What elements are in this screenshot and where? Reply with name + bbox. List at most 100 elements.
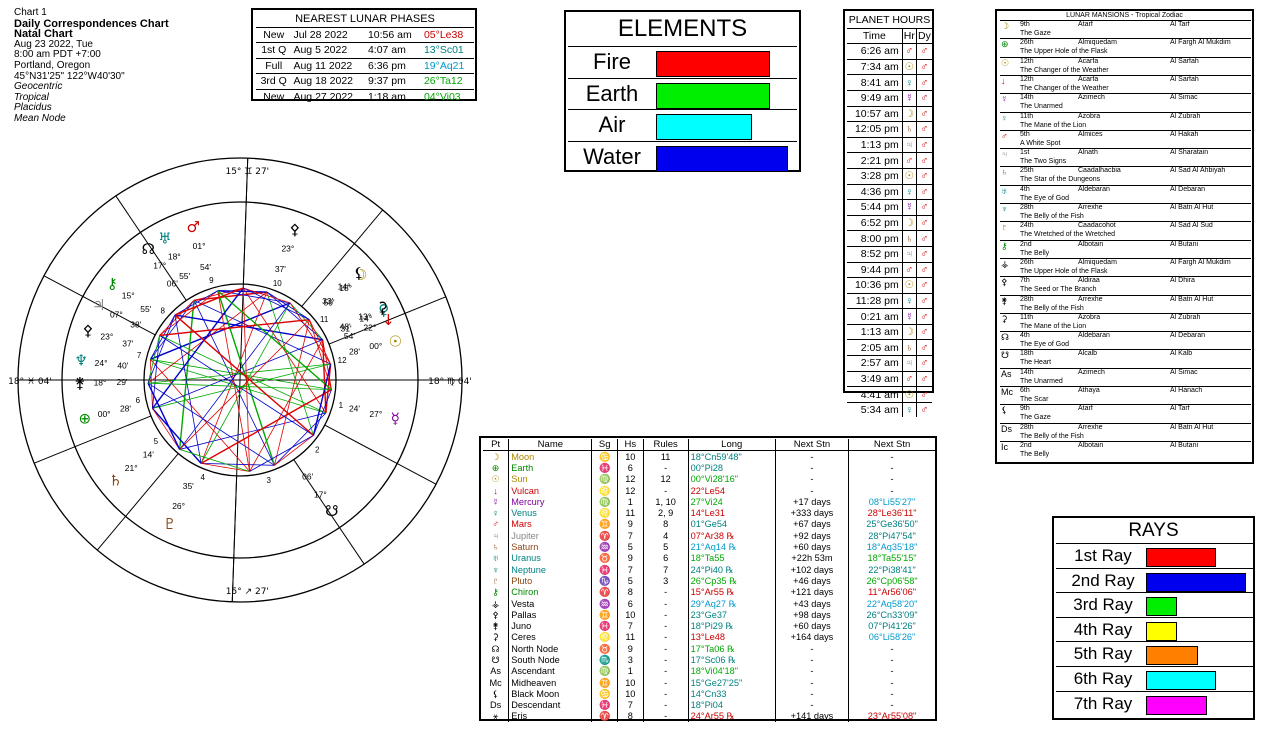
planet-house: 5 [617, 541, 644, 553]
planet-house: 7 [617, 620, 644, 632]
mansion-name: Albotain [1078, 240, 1104, 248]
mansion-name: Atarf [1078, 21, 1093, 28]
wheel-planet-minute: 48' [340, 321, 351, 331]
planet-row: ⚳ Ceres ♌ 11-13°Le48 +164 days 06°Li58'26" [483, 631, 935, 644]
mansion-planet-icon: ♂ [1001, 130, 1008, 141]
planet-hour-row: 1:13 am ☽ ♂ [847, 323, 932, 340]
lunar-phase-time: 6:36 pm [365, 57, 422, 74]
hour-ruler-icon: ♂ [901, 370, 917, 387]
planet-rules: 12 [642, 473, 689, 485]
wheel-planet-degree: 14° [359, 314, 372, 324]
wheel-planet-icon: ⚸ [353, 264, 364, 282]
planet-icon: ⚹ [492, 711, 499, 722]
planet-next-station-pos: 26°Cn33'09" [848, 609, 935, 621]
house-number: 10 [273, 279, 282, 288]
house-number: 11 [320, 315, 329, 324]
planet-next-station: +17 days [774, 496, 849, 508]
planet-name: Eris [508, 710, 592, 723]
planet-icon: Ds [490, 700, 502, 711]
planet-house: 10 [617, 609, 644, 621]
mansion-row: ☋ 18th Alcalb Al Kalb The Heart [1000, 349, 1251, 368]
planet-rules: 5 [642, 541, 689, 553]
planet-name: Jupiter [508, 530, 592, 542]
cusp-label: 15° ↗ 27' [226, 587, 269, 597]
planet-name: Neptune [508, 563, 592, 576]
planet-sign-icon: ♓ [591, 462, 618, 474]
mansion-row: ♅ 4th Aldebaran Al Debaran The Eye of God [1000, 184, 1251, 204]
planet-name: Moon [508, 450, 592, 463]
planet-icon: ☉ [491, 474, 500, 485]
planet-longitude: 13°Le48 [687, 631, 776, 644]
mansion-description: The Belly of the Fish [1020, 213, 1084, 220]
chart-title: Daily Correspondences Chart [14, 17, 169, 30]
planet-row: ☿ Mercury ♍ 1 1, 10 27°Vi24 +17 days 08°Li55'27… [483, 496, 935, 508]
ray-bar [1146, 548, 1216, 567]
planet-icon: ♆ [492, 564, 500, 575]
ray-name: 4th Ray [1073, 619, 1133, 639]
mansion-name: Alnath [1078, 149, 1098, 157]
element-name: Earth [585, 80, 639, 106]
planet-row: ☉ Sun ♍ 12 12 00°Vi28'16" - - [483, 473, 935, 485]
wheel-planet-degree: 14° [338, 281, 351, 291]
day-ruler-icon: ♂ [915, 214, 932, 231]
wheel-planet-minute: 28' [349, 346, 360, 356]
planet-next-station-pos: - [848, 473, 935, 485]
planet-hour-row: 8:52 pm ♃ ♂ [847, 245, 932, 262]
planet-house: 12 [617, 484, 644, 497]
mansion-description: The Unarmed [1020, 377, 1063, 385]
planet-name: Chiron [508, 586, 592, 598]
planet-rules: 6 [642, 552, 689, 564]
mansion-number: 5th [1020, 130, 1030, 138]
wheel-planet-icon: ♅ [158, 230, 171, 248]
planet-rules: 7 [642, 563, 689, 576]
mansion-description: The Star of the Dungeons [1020, 176, 1101, 184]
planet-sign-icon: ♍ [591, 496, 618, 508]
chart-number: Chart 1 [14, 7, 47, 18]
mansion-name: Azimech [1078, 94, 1105, 102]
mansion-number: 9th [1020, 21, 1030, 28]
lunar-phase-row: 3rd Q Aug 18 2022 9:37 pm 26°Ta12 [256, 73, 474, 89]
wheel-planet-degree: 18° [339, 283, 352, 293]
aspect-line [174, 287, 244, 316]
planet-rules: - [642, 688, 689, 700]
planet-next-station: +141 days [774, 710, 849, 723]
planet-next-station: - [774, 450, 849, 463]
planet-name: Mercury [508, 496, 592, 508]
house-number: 9 [209, 276, 214, 285]
planet-rules: 1, 10 [642, 496, 689, 508]
aspect-line [159, 318, 310, 337]
hour-time: 1:13 am [847, 323, 903, 340]
planet-row: ⊕ Earth ♓ 6-00°Pi28- - [483, 462, 935, 474]
lunar-phase-row: 1st Q Aug 5 2022 4:07 am 13°Sc01 [256, 42, 474, 58]
mansion-row: ⚷ 2nd Albotain Al Butani The Belly [1000, 239, 1251, 259]
planet-next-station: - [774, 688, 849, 700]
house-number: 12 [338, 356, 347, 365]
aspect-line [150, 302, 291, 360]
lunar-phase-row: New Aug 27 2022 1:18 am 04°Vi03 [256, 88, 474, 104]
mansion-arabic-name: Al Kalb [1170, 350, 1193, 358]
mansion-name: Aldebaran [1078, 185, 1110, 193]
wheel-planet-degree: 00° [369, 341, 382, 351]
wheel-planet-minute: 28' [120, 404, 131, 414]
planet-longitude: 17°Sc06 ℞ [687, 654, 776, 666]
planet-row: ☊ North Node ♉ 9-17°Ta06 ℞ - - [483, 643, 935, 655]
mansion-arabic-name: Al Simac [1170, 94, 1198, 102]
mansion-number: 14th [1020, 94, 1034, 102]
planet-longitude: 29°Aq27 ℞ [687, 597, 776, 610]
aspect-line [289, 302, 331, 365]
planet-row: ♃ Jupiter ♈ 7 4 07°Ar38 ℞ +92 days 28°Pi47'54" [483, 530, 935, 542]
hour-ruler-icon: ☉ [901, 167, 917, 185]
hour-ruler-icon: ♄ [901, 230, 917, 247]
planet-icon: ☋ [491, 654, 500, 665]
lunar-phase-phase: 3rd Q [256, 73, 292, 89]
lunar-phase-pos: 13°Sc01 [421, 42, 474, 58]
aspect-line [274, 435, 314, 466]
aspect-line [150, 359, 250, 472]
hour-ruler-icon: ♂ [901, 43, 917, 60]
mansion-arabic-name: Al Zubrah [1170, 112, 1201, 120]
mansion-row: ⚳ 11th Azobra Al Zubrah The Mane of the Lion [1000, 312, 1251, 332]
mansion-arabic-name: Al Butani [1170, 441, 1199, 449]
planet-name: Saturn [508, 541, 592, 553]
planet-rules: 3 [642, 575, 689, 587]
planet-hour-row: 10:36 pm ☉ ♂ [847, 277, 932, 294]
